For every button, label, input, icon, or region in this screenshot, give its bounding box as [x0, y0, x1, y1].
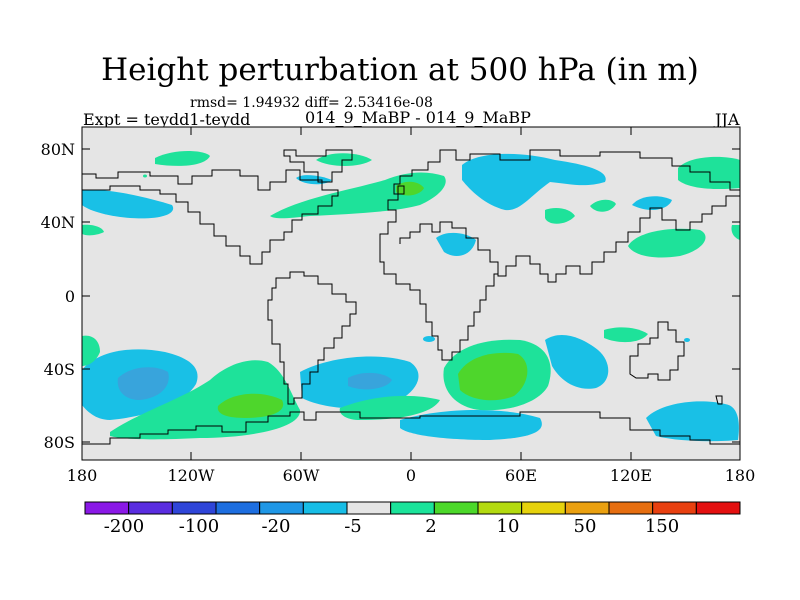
pos-region-australia-west [604, 327, 648, 343]
coastline-asia-south [399, 195, 740, 283]
neg-region-middle-east [436, 232, 476, 256]
pos-region-central-asia [590, 199, 616, 212]
x-label-60e: 60E [504, 466, 538, 485]
pos-region-dateline-west [82, 224, 104, 236]
neg-region-south-pacific-inner [117, 367, 169, 400]
colorbar-label-6: 10 [496, 516, 520, 537]
colorbar-swatch-5 [259, 501, 304, 515]
neg-blob-small-1 [423, 336, 435, 342]
pos-region-south-pacific-green [110, 360, 301, 440]
coastline-antarctica [82, 411, 740, 445]
colorbar-label-8: 150 [644, 516, 680, 537]
pos-region-south-indian-core [458, 352, 528, 401]
x-label-120w: 120W [167, 466, 215, 485]
colorbar-label-1: -200 [103, 516, 145, 537]
pos-region-siberia [545, 208, 575, 224]
neg-blob-small-2 [684, 338, 690, 342]
colorbar-label-2: -100 [178, 516, 220, 537]
y-label-40s: 40S [43, 360, 75, 379]
neg-region-asia-north [462, 153, 606, 211]
y-label-80n: 80N [40, 140, 75, 159]
pos-region-south-pacific-west [82, 335, 100, 366]
coastline-south-america [267, 271, 357, 405]
coastline-africa-south [379, 248, 498, 361]
colorbar-swatch-4 [215, 501, 261, 515]
x-label-0: 0 [405, 466, 417, 485]
pos-region-dateline-east [731, 225, 740, 240]
neg-region-north-pacific [82, 189, 174, 219]
y-label-40n: 40N [40, 213, 75, 232]
x-label-60w: 60W [282, 466, 320, 485]
x-label-180-east: 180 [724, 466, 756, 485]
colorbar-label-3: -20 [261, 516, 291, 537]
colorbar-swatch-2 [128, 501, 173, 515]
neg-region-southern-ocean [400, 409, 542, 440]
rmsd-stats: rmsd= 1.94932 diff= 2.53416e-08 [190, 95, 433, 111]
coastlines [82, 149, 740, 445]
case-label: 014_9_MaBP - 014_9_MaBP [305, 108, 531, 127]
colorbar-swatch-13 [608, 501, 654, 515]
y-label-0: 0 [64, 287, 75, 306]
x-label-120e: 120E [609, 466, 653, 485]
y-label-80s: 80S [43, 433, 75, 452]
neg-region-indian-ocean-east [545, 335, 609, 389]
pos-region-arctic-east [678, 156, 740, 190]
coastline-africa-eurasia [379, 149, 740, 248]
colorbar-swatch-12 [564, 501, 610, 515]
plot-title: Height perturbation at 500 hPa (in m) [101, 52, 699, 88]
colorbar-swatch-10 [477, 501, 523, 515]
colorbar-swatch-3 [171, 501, 217, 515]
season-label: JJA [715, 110, 740, 129]
pos-region-southern-atlantic-strip [339, 395, 440, 420]
coastline-australia [629, 321, 685, 381]
coastline-uk [397, 185, 405, 195]
colorbar-label-5: 2 [425, 516, 437, 537]
colorbar [84, 501, 741, 515]
pos-region-arctic-pacific [155, 151, 210, 166]
colorbar-swatch-8 [390, 501, 435, 515]
colorbar-swatch-7 [346, 501, 392, 515]
colorbar-label-7: 50 [573, 516, 597, 537]
coastline-north-america [82, 169, 339, 265]
pos-region-north-pacific-east [628, 228, 706, 258]
pos-region-europe-core [396, 181, 424, 196]
colorbar-swatch-15 [695, 501, 741, 515]
positive-anomaly-regions [82, 151, 740, 440]
colorbar-label-4: -5 [344, 516, 362, 537]
colorbar-swatch-11 [521, 501, 566, 515]
pos-region-south-pacific-core [217, 393, 284, 418]
colorbar-swatch-6 [302, 501, 348, 515]
neg-region-australia-south [646, 401, 739, 442]
axis-ticks [82, 127, 740, 460]
colorbar-swatch-14 [652, 501, 697, 515]
neg-region-south-atlantic-inner [348, 372, 392, 390]
coastline-new-zealand [715, 395, 723, 405]
colorbar-swatch-9 [433, 501, 479, 515]
colorbar-swatch-1 [84, 501, 130, 515]
coastline-greenland [283, 149, 353, 183]
x-label-180-west: 180 [66, 466, 98, 485]
experiment-label: Expt = teydd1-teydd [83, 110, 251, 129]
neg-region-east-asia [632, 196, 672, 211]
pos-blob-small-1 [143, 174, 147, 178]
